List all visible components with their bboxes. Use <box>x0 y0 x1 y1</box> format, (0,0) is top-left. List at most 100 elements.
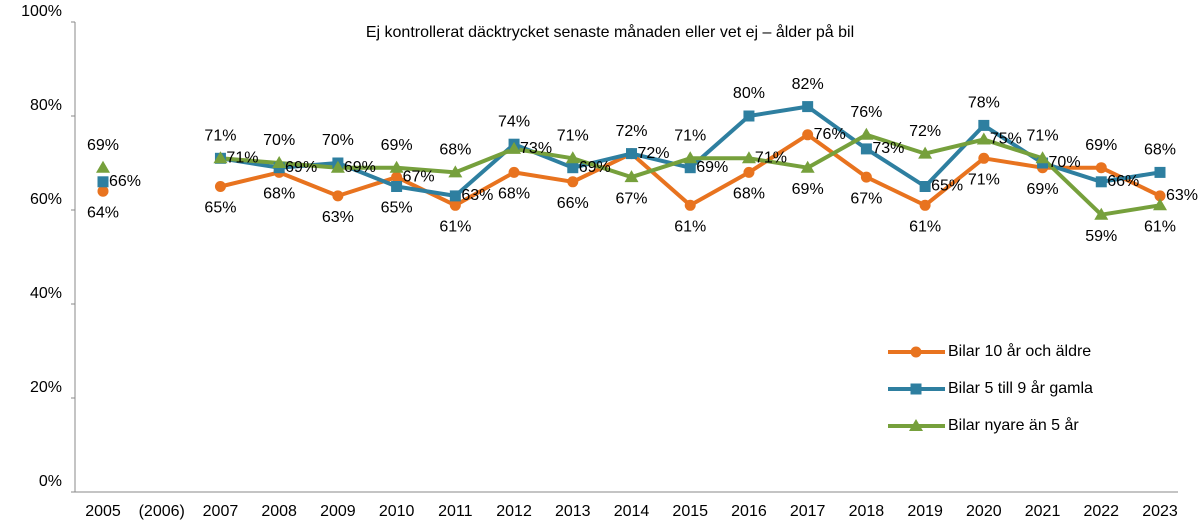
data-label: 69% <box>344 159 376 176</box>
x-tick-label: 2005 <box>85 503 121 520</box>
data-label: 61% <box>1144 219 1176 236</box>
data-label: 70% <box>263 132 295 149</box>
point <box>859 127 874 140</box>
data-label: 80% <box>733 85 765 102</box>
x-tick-label: 2020 <box>966 503 1002 520</box>
x-tick-label: 2013 <box>555 503 591 520</box>
x-tick-label: 2019 <box>907 503 943 520</box>
point <box>213 151 228 164</box>
data-label: 67% <box>615 190 647 207</box>
point <box>96 160 110 173</box>
x-tick-label: 2017 <box>790 503 826 520</box>
point <box>565 151 580 164</box>
data-label: 71% <box>674 128 706 145</box>
point <box>919 199 931 211</box>
data-label: 71% <box>557 128 589 145</box>
data-label: 63% <box>1166 187 1198 204</box>
data-label: 67% <box>403 168 435 185</box>
x-tick-label: 2009 <box>320 503 356 520</box>
point <box>449 199 461 211</box>
point <box>507 141 522 154</box>
point <box>332 190 344 202</box>
point <box>391 181 403 192</box>
data-label: 82% <box>792 76 824 93</box>
data-label: 61% <box>674 219 706 236</box>
point <box>802 129 814 141</box>
point <box>626 148 637 160</box>
data-label: 65% <box>381 200 413 217</box>
point <box>919 181 931 192</box>
point <box>624 170 639 183</box>
point <box>1035 151 1050 164</box>
data-label: 69% <box>285 159 317 176</box>
data-label: 74% <box>498 113 530 130</box>
x-tick-label: 2022 <box>1083 503 1119 520</box>
y-tick-label: 80% <box>30 97 62 114</box>
x-tick-label: 2014 <box>614 503 650 520</box>
point <box>860 171 872 183</box>
point <box>860 143 872 155</box>
data-label: 68% <box>439 142 471 159</box>
data-label: 69% <box>1027 181 1059 198</box>
x-tick-label: 2016 <box>731 503 767 520</box>
point <box>683 151 698 164</box>
data-label: 70% <box>322 132 354 149</box>
chart-title: Ej kontrollerat däcktrycket senaste måna… <box>366 23 854 41</box>
data-label: 73% <box>520 140 552 157</box>
point <box>449 190 461 202</box>
data-label: 68% <box>733 186 765 203</box>
point <box>684 162 696 174</box>
data-label: 69% <box>792 181 824 198</box>
x-tick-label: 2008 <box>261 503 297 520</box>
point <box>97 185 109 197</box>
point <box>978 152 990 164</box>
data-label: 69% <box>1085 137 1117 154</box>
point <box>743 166 755 178</box>
data-label: 65% <box>204 200 236 217</box>
x-tick-label: (2006) <box>139 503 185 520</box>
legend-label: Bilar 10 år och äldre <box>948 342 1091 360</box>
data-label: 65% <box>931 178 963 195</box>
point <box>910 383 922 395</box>
data-label: 76% <box>814 126 846 143</box>
point <box>272 156 287 168</box>
x-tick-label: 2012 <box>496 503 532 520</box>
x-tick-label: 2023 <box>1142 503 1178 520</box>
data-label: 70% <box>1049 154 1081 171</box>
x-tick-label: 2015 <box>672 503 708 520</box>
point <box>910 346 922 358</box>
data-label: 72% <box>637 145 669 162</box>
data-label: 75% <box>990 131 1022 148</box>
point <box>743 110 755 122</box>
data-label: 68% <box>263 186 295 203</box>
point <box>1095 176 1107 188</box>
y-tick-label: 100% <box>21 3 62 20</box>
data-label: 59% <box>1085 228 1117 245</box>
point <box>1154 166 1166 178</box>
point <box>918 146 933 159</box>
data-label: 67% <box>850 190 882 207</box>
data-label: 64% <box>87 204 119 221</box>
x-tick-label: 2021 <box>1025 503 1061 520</box>
data-label: 71% <box>755 150 787 167</box>
data-label: 69% <box>87 137 119 154</box>
point <box>567 162 579 174</box>
point <box>508 166 520 178</box>
data-label: 73% <box>872 140 904 157</box>
data-label: 66% <box>1107 173 1139 190</box>
data-label: 69% <box>696 159 728 176</box>
point <box>976 132 991 145</box>
x-tick-label: 2011 <box>438 503 473 520</box>
point <box>741 151 756 164</box>
data-label: 61% <box>909 219 941 236</box>
point <box>1153 198 1167 211</box>
point <box>214 181 226 192</box>
data-label: 76% <box>850 104 882 121</box>
data-label: 69% <box>381 137 413 154</box>
point <box>1154 190 1166 202</box>
data-label: 66% <box>557 195 589 212</box>
data-label: 63% <box>461 187 493 204</box>
data-label: 71% <box>226 150 258 167</box>
data-label: 71% <box>204 128 236 145</box>
